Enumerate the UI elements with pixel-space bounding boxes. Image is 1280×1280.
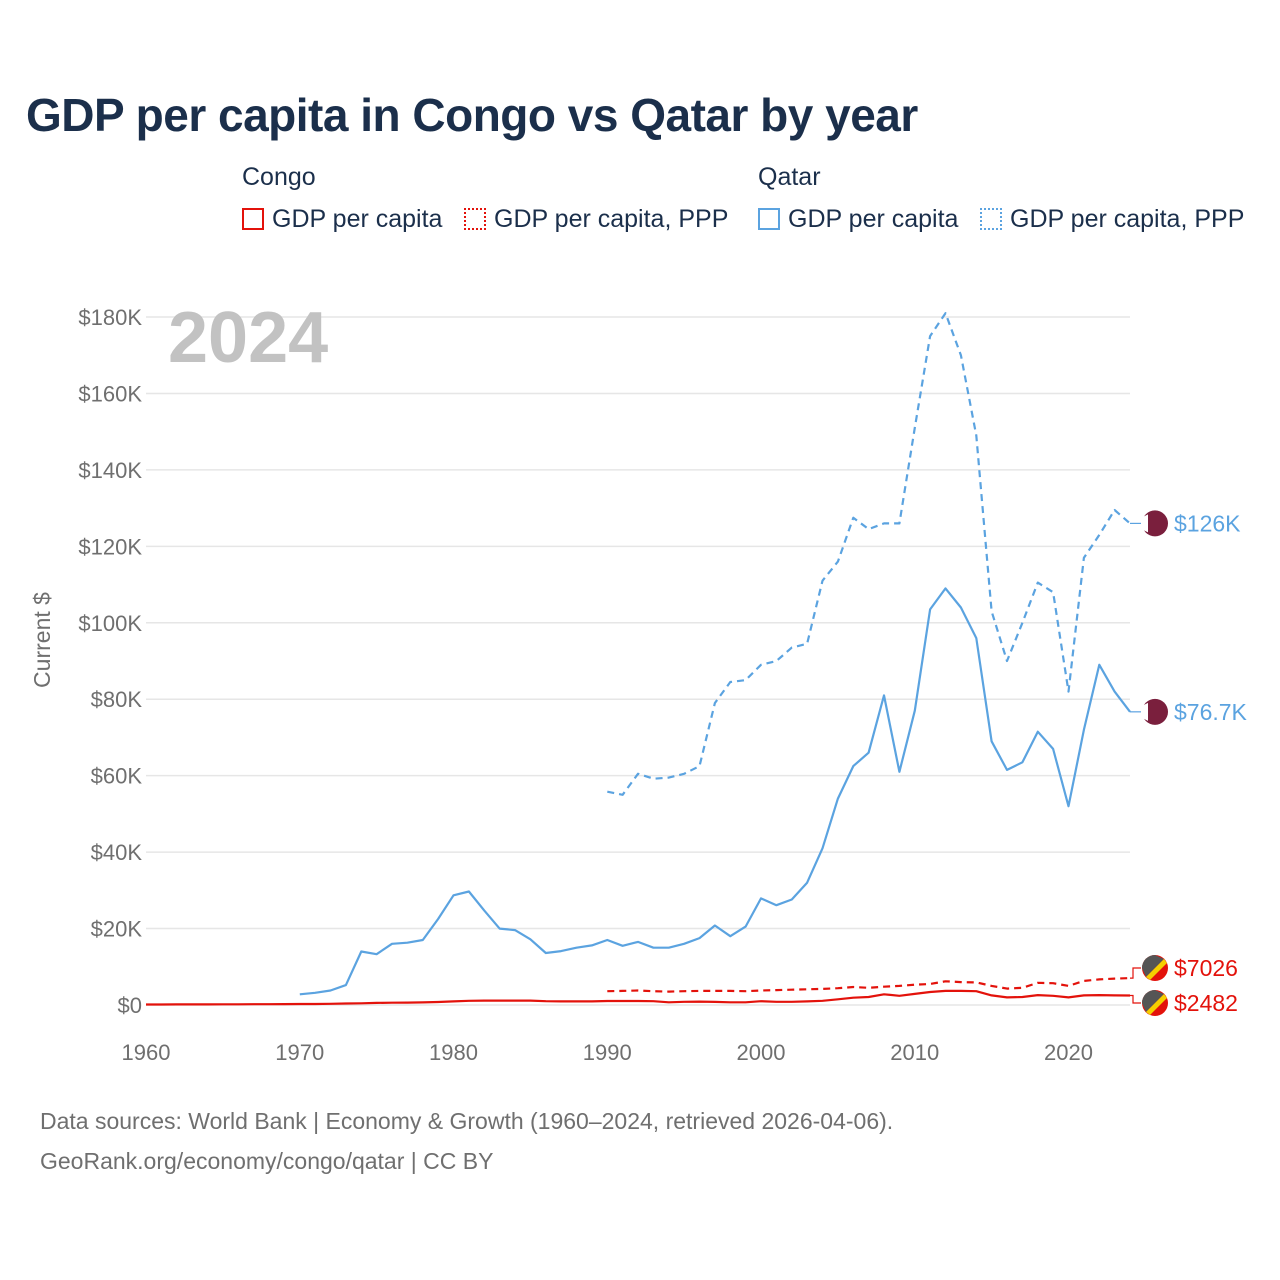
end-value-label: $7026: [1174, 955, 1238, 981]
y-tick-label: $40K: [91, 840, 143, 865]
legend-qatar-gdp-ppp[interactable]: GDP per capita, PPP: [980, 203, 1244, 235]
x-tick-label: 2000: [737, 1040, 786, 1065]
qatar-flag-stripe: [1142, 702, 1148, 721]
legend-swatch-dotted-blue: [980, 208, 1002, 230]
end-markers: $126K $76.7K $7026 $2482: [1130, 510, 1248, 1016]
series-line-0: [607, 312, 1131, 796]
end-connector: [1130, 967, 1141, 979]
legend-swatch-dotted-red: [464, 208, 486, 230]
x-tick-label: 1990: [583, 1040, 632, 1065]
legend-label: GDP per capita, PPP: [1010, 204, 1245, 233]
congo-flag-icon: [1142, 955, 1168, 981]
footer-link[interactable]: GeoRank.org/economy/congo/qatar | CC BY: [40, 1148, 494, 1174]
footer-sources: Data sources: World Bank | Economy & Gro…: [40, 1108, 894, 1134]
end-value-label: $126K: [1174, 510, 1241, 536]
legend-label: GDP per capita: [788, 204, 959, 233]
y-tick-label: $60K: [91, 764, 143, 789]
legend-label: GDP per capita: [272, 204, 443, 233]
year-watermark: 2024: [168, 298, 328, 378]
legend-qatar-gdp[interactable]: GDP per capita: [758, 203, 958, 235]
x-tick-label: 1980: [429, 1040, 478, 1065]
legend-group-qatar: Qatar: [758, 163, 821, 191]
y-tick-label: $0: [118, 993, 142, 1018]
end-connector: [1130, 994, 1141, 1004]
qatar-flag-icon: [1142, 698, 1168, 725]
y-tick-label: $80K: [91, 687, 143, 712]
series-lines: [146, 312, 1131, 1006]
end-value-label: $2482: [1174, 990, 1238, 1016]
grid-lines: [146, 316, 1130, 1006]
line-chart: 2024 Current $ $0 $20K $40K $60K $80K $100K $1…: [29, 298, 1248, 1065]
end-value-label: $76.7K: [1174, 699, 1248, 725]
y-axis-ticks: $0 $20K $40K $60K $80K $100K $120K $140K $160K $1…: [78, 305, 142, 1018]
legend-congo-gdp[interactable]: GDP per capita: [242, 203, 442, 235]
qatar-flag-stripe: [1142, 514, 1148, 533]
legend-swatch-solid-red: [242, 208, 264, 230]
y-tick-label: $120K: [78, 534, 142, 559]
x-tick-label: 2010: [890, 1040, 939, 1065]
qatar-flag-icon: [1142, 510, 1168, 537]
legend-swatch-solid-blue: [758, 208, 780, 230]
chart-title: GDP per capita in Congo vs Qatar by year: [26, 89, 918, 141]
series-line-2: [607, 977, 1131, 993]
legend-label: GDP per capita, PPP: [494, 204, 729, 233]
y-axis-title: Current $: [29, 592, 55, 688]
y-tick-label: $180K: [78, 305, 142, 330]
x-tick-label: 1960: [122, 1040, 171, 1065]
y-tick-label: $100K: [78, 611, 142, 636]
y-tick-label: $160K: [78, 381, 142, 406]
x-tick-label: 2020: [1044, 1040, 1093, 1065]
legend-congo-gdp-ppp[interactable]: GDP per capita, PPP: [464, 203, 728, 235]
x-axis-ticks: 1960 1970 1980 1990 2000 2010 2020: [122, 1040, 1093, 1065]
series-line-3: [146, 989, 1131, 1006]
y-tick-label: $20K: [91, 917, 143, 942]
congo-flag-icon: [1142, 990, 1168, 1016]
series-line-1: [299, 587, 1131, 996]
x-tick-label: 1970: [275, 1040, 324, 1065]
legend-group-congo: Congo: [242, 163, 316, 191]
y-tick-label: $140K: [78, 458, 142, 483]
